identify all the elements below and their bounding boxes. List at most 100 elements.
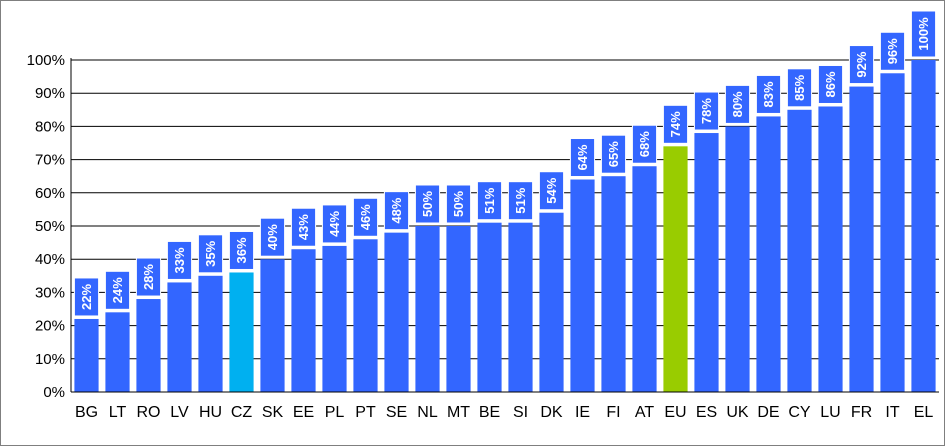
bar-dk (539, 212, 564, 392)
x-category-label: BE (479, 404, 500, 421)
bar-lu (818, 106, 843, 392)
x-category-label: EE (293, 404, 314, 421)
bar-ee (291, 249, 316, 392)
x-category-label: BG (75, 404, 98, 421)
bar-be (477, 222, 502, 392)
data-label: 50% (420, 191, 435, 217)
data-label: 100% (916, 17, 931, 51)
data-label-box (817, 64, 844, 104)
y-tick-label: 40% (35, 251, 65, 268)
data-label: 48% (389, 197, 404, 223)
bar-nl (415, 226, 440, 392)
data-label: 64% (575, 144, 590, 170)
bar-es (694, 133, 719, 393)
bar-hu (198, 275, 223, 392)
bar-eu (663, 146, 688, 392)
x-category-label: IE (575, 404, 590, 421)
data-label-box (724, 84, 751, 124)
x-category-label: IT (885, 404, 899, 421)
data-label: 51% (513, 187, 528, 213)
x-category-label: SE (386, 404, 407, 421)
x-category-label: PL (325, 404, 345, 421)
data-label-box (259, 217, 286, 257)
bar-pt (353, 239, 378, 392)
y-tick-label: 90% (35, 85, 65, 102)
x-category-label: SK (262, 404, 284, 421)
y-tick-label: 100% (27, 52, 65, 69)
y-tick-label: 60% (35, 185, 65, 202)
data-label: 24% (110, 277, 125, 303)
x-category-label: FR (851, 404, 872, 421)
data-label: 78% (699, 98, 714, 124)
y-tick-label: 70% (35, 152, 65, 169)
data-label: 22% (79, 284, 94, 310)
bar-cz (229, 272, 254, 392)
y-tick-label: 10% (35, 351, 65, 368)
bar-it (880, 73, 905, 392)
bar-pl (322, 245, 347, 392)
bar-fi (601, 176, 626, 392)
x-category-label: HU (199, 404, 222, 421)
data-label: 35% (203, 240, 218, 266)
data-label: 44% (327, 210, 342, 236)
bar-ie (570, 179, 595, 392)
data-label-box (352, 197, 379, 237)
x-category-label: UK (726, 404, 749, 421)
data-label-box (73, 277, 100, 317)
data-label-box (848, 45, 875, 85)
data-label: 50% (451, 191, 466, 217)
data-label: 86% (823, 71, 838, 97)
x-category-label: EL (914, 404, 934, 421)
data-label: 96% (885, 38, 900, 64)
bar-bg (74, 318, 99, 392)
x-category-label: FI (606, 404, 620, 421)
data-label-box (879, 31, 906, 71)
bar-at (632, 166, 657, 392)
data-label-box (104, 270, 131, 310)
x-category-label: DE (757, 404, 779, 421)
data-label: 92% (854, 51, 869, 77)
data-label-box (321, 204, 348, 244)
y-tick-label: 80% (35, 118, 65, 135)
data-label-box (166, 240, 193, 280)
data-label: 68% (637, 131, 652, 157)
data-label: 36% (234, 237, 249, 263)
data-label-box (445, 184, 472, 224)
data-label: 51% (482, 187, 497, 213)
data-label: 28% (141, 264, 156, 290)
y-tick-label: 20% (35, 318, 65, 335)
y-tick-label: 50% (35, 218, 65, 235)
data-label-box (197, 234, 224, 274)
x-category-label: LU (820, 404, 840, 421)
data-label-box (507, 181, 534, 221)
data-label-box (910, 10, 937, 58)
bar-sk (260, 259, 285, 392)
data-label: 80% (730, 91, 745, 117)
x-category-label: ES (696, 404, 717, 421)
bar-lv (167, 282, 192, 392)
y-tick-label: 30% (35, 284, 65, 301)
x-category-label: NL (417, 404, 438, 421)
x-category-label: RO (137, 404, 161, 421)
bar-mt (446, 226, 471, 392)
bar-fr (849, 86, 874, 392)
bar-uk (725, 126, 750, 393)
data-label-box (383, 191, 410, 231)
data-label-box (693, 91, 720, 131)
data-label-box (476, 181, 503, 221)
data-label-box (414, 184, 441, 224)
data-label-box (135, 257, 162, 297)
y-tick-label: 0% (43, 384, 65, 401)
x-category-label: CY (788, 404, 811, 421)
data-label-box (600, 134, 627, 174)
bar-lt (105, 312, 130, 392)
bar-cy (787, 109, 812, 393)
bar-de (756, 116, 781, 392)
x-category-label: LT (109, 404, 127, 421)
data-label: 83% (761, 81, 776, 107)
x-category-label: MT (447, 404, 470, 421)
x-category-label: LV (170, 404, 189, 421)
data-label: 74% (668, 111, 683, 137)
data-label-box (228, 230, 255, 270)
